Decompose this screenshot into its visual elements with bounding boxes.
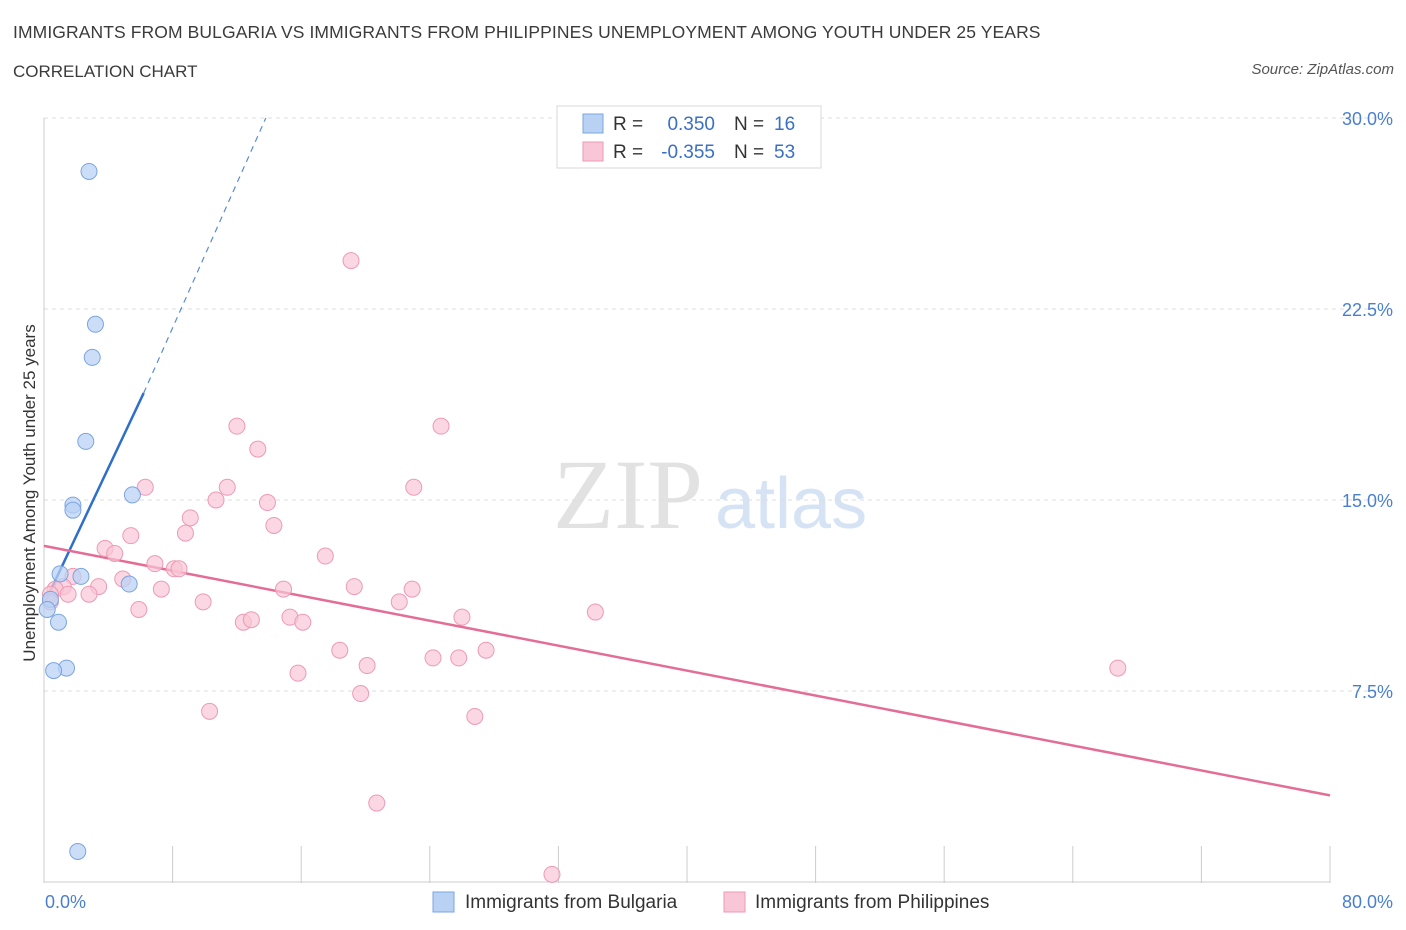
data-point-philippines [450, 649, 468, 667]
grid [44, 117, 1380, 692]
data-point-philippines [122, 527, 140, 545]
data-point-philippines [106, 544, 124, 562]
series-philippines-points [41, 252, 1127, 883]
data-point-philippines [368, 794, 386, 812]
data-point-philippines [405, 478, 423, 496]
data-point-philippines [403, 580, 421, 598]
bottom-legend-swatch-bulgaria [432, 891, 455, 913]
y-tick-label: 15.0% [1342, 491, 1393, 511]
watermark-atlas: atlas [715, 464, 867, 544]
data-point-philippines [59, 585, 77, 603]
data-point-bulgaria [64, 501, 82, 519]
trend-line-bulgaria-extension [143, 117, 267, 394]
data-point-philippines [80, 585, 98, 603]
data-point-philippines [228, 417, 246, 435]
y-axis-label: Unemployment Among Youth under 25 years [20, 324, 39, 661]
data-point-bulgaria [51, 565, 69, 583]
data-point-philippines [390, 593, 408, 611]
data-point-bulgaria [49, 613, 67, 631]
data-point-philippines [345, 578, 363, 596]
y-tick-labels: 7.5% 15.0% 22.5% 30.0% [1342, 109, 1393, 702]
chart-title: IMMIGRANTS FROM BULGARIA VS IMMIGRANTS F… [13, 22, 1041, 42]
data-point-philippines [194, 593, 212, 611]
data-point-philippines [242, 611, 260, 629]
legend-n-value-bulgaria: 16 [774, 114, 795, 135]
data-point-philippines [466, 707, 484, 725]
legend-r-value-philippines: -0.355 [661, 142, 715, 163]
legend-n-label-bulgaria: N = [734, 114, 764, 135]
data-point-philippines [146, 555, 164, 573]
data-point-philippines [289, 664, 307, 682]
data-point-philippines [201, 702, 219, 720]
data-point-philippines [352, 685, 370, 703]
watermark-zip: ZIP [553, 439, 703, 550]
data-point-philippines [358, 657, 376, 675]
data-point-philippines [249, 440, 267, 458]
data-point-philippines [543, 865, 561, 883]
x-tick-label-max: 80.0% [1342, 892, 1393, 912]
data-point-philippines [207, 491, 225, 509]
data-point-philippines [453, 608, 471, 626]
legend-n-label-philippines: N = [734, 142, 764, 163]
data-point-bulgaria [120, 575, 138, 593]
data-point-bulgaria [83, 348, 101, 366]
data-point-philippines [265, 516, 283, 534]
data-point-philippines [294, 613, 312, 631]
bottom-legend-label-philippines: Immigrants from Philippines [755, 892, 989, 913]
trend-line-philippines [43, 544, 1331, 797]
data-point-philippines [432, 417, 450, 435]
legend-swatch-bulgaria [582, 113, 604, 134]
data-point-bulgaria [69, 842, 87, 860]
y-tick-label: 7.5% [1352, 682, 1393, 702]
data-point-bulgaria [86, 315, 104, 333]
data-point-philippines [170, 560, 188, 578]
data-point-philippines [342, 252, 360, 270]
data-point-philippines [1109, 659, 1127, 677]
legend-r-label-bulgaria: R = [613, 114, 643, 135]
data-point-philippines [176, 524, 194, 542]
data-point-philippines [586, 603, 604, 621]
x-tick-label-min: 0.0% [45, 892, 86, 912]
y-tick-label: 22.5% [1342, 300, 1393, 320]
data-point-philippines [181, 509, 199, 527]
data-point-bulgaria [72, 567, 90, 585]
data-point-philippines [136, 478, 154, 496]
source-credit: Source: ZipAtlas.com [1251, 61, 1394, 78]
data-point-bulgaria [123, 486, 141, 504]
chart-subtitle: CORRELATION CHART [13, 62, 198, 81]
x-ticks [43, 846, 1331, 883]
series-bulgaria-points [38, 162, 141, 860]
data-point-bulgaria [38, 601, 56, 619]
data-point-philippines [275, 580, 293, 598]
data-point-philippines [316, 547, 334, 565]
legend-r-label-philippines: R = [613, 142, 643, 163]
data-point-philippines [424, 649, 442, 667]
data-point-philippines [218, 478, 236, 496]
data-point-philippines [130, 601, 148, 619]
legend-r-value-bulgaria: 0.350 [667, 114, 715, 135]
y-tick-label: 30.0% [1342, 109, 1393, 129]
data-point-philippines [477, 641, 495, 659]
data-point-philippines [331, 641, 349, 659]
data-point-bulgaria [80, 162, 98, 180]
legend-n-value-philippines: 53 [774, 142, 795, 163]
legend-swatch-philippines [582, 141, 604, 162]
data-point-philippines [152, 580, 170, 598]
bottom-legend: Immigrants from Bulgaria Immigrants from… [432, 891, 989, 913]
legend-box: R = 0.350 N = 16 R = -0.355 N = 53 [556, 105, 822, 169]
data-point-philippines [258, 494, 276, 512]
data-point-bulgaria [77, 432, 95, 450]
bottom-legend-swatch-philippines [723, 891, 746, 913]
bottom-legend-label-bulgaria: Immigrants from Bulgaria [465, 892, 678, 913]
data-point-bulgaria [45, 662, 63, 680]
